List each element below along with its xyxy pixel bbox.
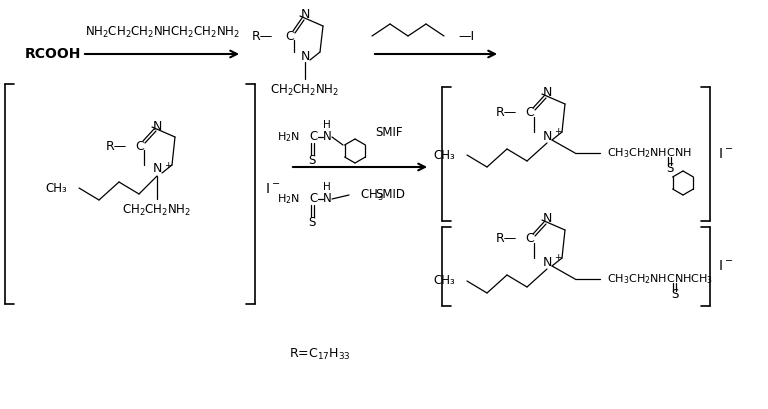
Text: N: N (300, 49, 310, 63)
Text: N: N (542, 213, 551, 225)
Text: I$^-$: I$^-$ (265, 182, 280, 196)
Text: RCOOH: RCOOH (25, 47, 81, 61)
Text: CH₃: CH₃ (433, 274, 455, 288)
Text: S: S (308, 155, 316, 168)
Text: C: C (309, 130, 317, 144)
Text: R—: R— (496, 232, 517, 245)
Text: SMIF: SMIF (375, 126, 402, 139)
Text: N: N (152, 119, 162, 133)
Text: CH$_3$: CH$_3$ (360, 187, 384, 202)
Text: CH$_2$CH$_2$NH$_2$: CH$_2$CH$_2$NH$_2$ (270, 83, 339, 98)
Text: I$^-$: I$^-$ (718, 147, 733, 161)
Text: R=C$_{17}$H$_{33}$: R=C$_{17}$H$_{33}$ (290, 346, 351, 362)
Text: C: C (136, 139, 144, 153)
Text: C: C (286, 29, 294, 43)
Text: CH₃: CH₃ (433, 148, 455, 162)
Text: N: N (152, 162, 162, 175)
Text: CH$_3$CH$_2$NHCNHCH$_3$: CH$_3$CH$_2$NHCNHCH$_3$ (607, 272, 713, 286)
Text: S: S (308, 216, 316, 229)
Text: +: + (554, 254, 561, 263)
Text: N: N (542, 256, 551, 268)
Text: I$^-$: I$^-$ (718, 259, 733, 273)
Text: SMID: SMID (375, 187, 405, 200)
Text: R—: R— (106, 139, 127, 153)
Text: N: N (300, 7, 310, 20)
Text: NH$_2$CH$_2$CH$_2$NHCH$_2$CH$_2$NH$_2$: NH$_2$CH$_2$CH$_2$NHCH$_2$CH$_2$NH$_2$ (84, 25, 240, 40)
Text: C: C (525, 232, 535, 245)
Text: N: N (542, 130, 551, 142)
Text: CH$_3$CH$_2$NHCNH: CH$_3$CH$_2$NHCNH (607, 146, 691, 160)
Text: +: + (554, 128, 561, 137)
Text: CH₃: CH₃ (45, 182, 67, 195)
Text: R—: R— (252, 29, 273, 43)
Text: C: C (309, 193, 317, 205)
Text: H: H (323, 120, 331, 130)
Text: C: C (525, 106, 535, 119)
Text: —I: —I (458, 29, 474, 43)
Text: +: + (164, 160, 172, 169)
Text: N: N (323, 191, 331, 204)
Text: N: N (323, 130, 331, 142)
Text: N: N (542, 86, 551, 99)
Text: H$_2$N: H$_2$N (277, 130, 300, 144)
Text: R—: R— (496, 106, 517, 119)
Text: H: H (323, 182, 331, 192)
Text: H$_2$N: H$_2$N (277, 192, 300, 206)
Text: S: S (671, 288, 679, 301)
Text: S: S (667, 162, 674, 175)
Text: CH$_2$CH$_2$NH$_2$: CH$_2$CH$_2$NH$_2$ (122, 202, 192, 218)
